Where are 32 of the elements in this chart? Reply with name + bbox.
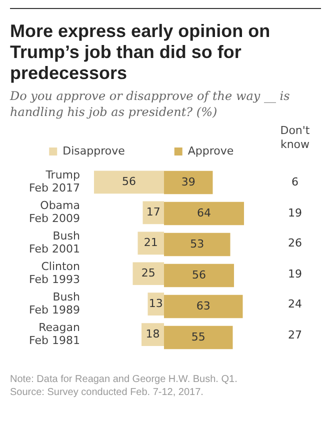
y-tick-label: Clinton Feb 1993 <box>29 260 80 286</box>
data-label: 17 <box>146 206 160 219</box>
y-tick-label: Obama Feb 2009 <box>29 198 80 226</box>
chart-title: More express early opinion on Trump’s job than did so for predecessors <box>10 21 272 84</box>
data-label: 26 <box>287 236 303 250</box>
data-label: 21 <box>144 236 158 250</box>
legend-label: Disapprove <box>62 144 126 158</box>
data-label: 56 <box>122 175 136 188</box>
data-label: 56 <box>192 268 206 282</box>
legend-label: Approve <box>188 144 234 158</box>
data-label: 19 <box>287 206 303 220</box>
data-label: 13 <box>148 296 163 310</box>
y-tick-label: Bush Feb 1989 <box>29 290 80 317</box>
y-tick-label: Trump Feb 2017 <box>29 168 80 195</box>
data-label: 24 <box>287 298 303 311</box>
data-label: 63 <box>196 299 210 312</box>
text: Note: Data for Reagan and George H.W. Bush. Q1. <box>10 373 238 386</box>
data-label: 18 <box>146 327 160 340</box>
data-label: 25 <box>141 266 156 280</box>
source-note: Source: Survey conducted Feb. 7-12, 2017. <box>10 386 204 399</box>
y-tick-label: Bush Feb 2001 <box>29 229 80 256</box>
data-label: 27 <box>287 328 303 342</box>
data-label: 55 <box>191 330 206 344</box>
chart-subtitle: Do you approve or disapprove of the way __ is handling his job as president? (%) <box>10 88 291 120</box>
data-label: 19 <box>287 267 303 280</box>
data-label: 53 <box>190 237 204 250</box>
data-label: 39 <box>181 175 196 188</box>
data-label: 64 <box>197 206 211 220</box>
bar <box>142 201 164 224</box>
text: Don't know <box>279 124 311 152</box>
data-label: 6 <box>290 176 300 189</box>
y-tick-label: Reagan Feb 1981 <box>29 320 80 348</box>
